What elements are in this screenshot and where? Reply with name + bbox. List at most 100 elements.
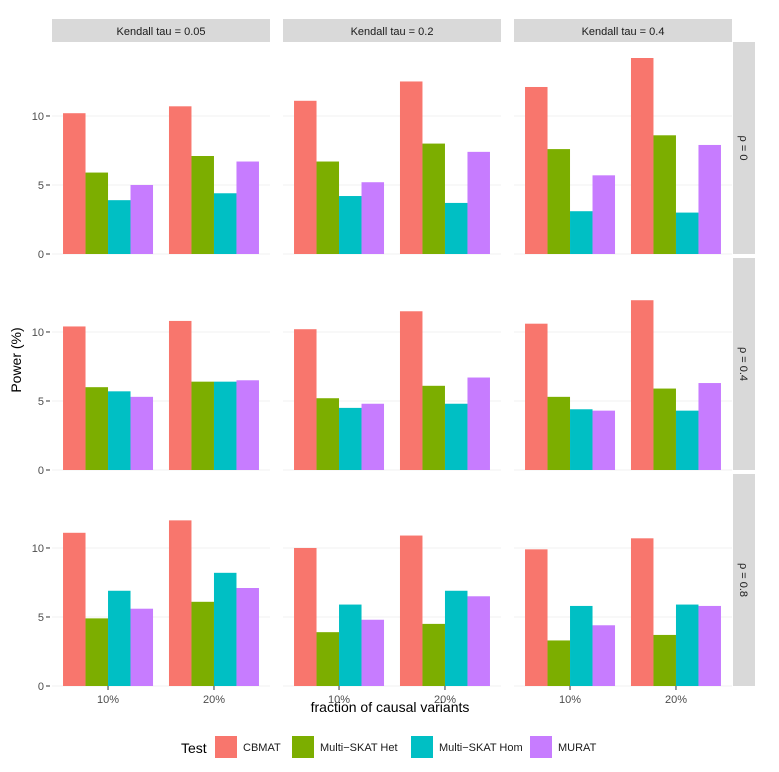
bar-cbmat-20pct [168, 320, 192, 470]
bar-murat-20pct [698, 144, 721, 254]
bar-murat-10pct [592, 410, 616, 470]
y-tick-label: 5 [38, 396, 44, 408]
bar-murat-10pct [592, 625, 616, 686]
bar-murat-10pct [130, 396, 154, 470]
bar-multi-skat-hom-20pct [675, 410, 699, 470]
x-tick-label: 20% [203, 694, 225, 706]
bar-multi-skat-hom-20pct [213, 572, 237, 686]
bar-multi-skat-hom-10pct [570, 211, 593, 254]
bar-multi-skat-hom-20pct [213, 193, 237, 254]
bar-multi-skat-hom-20pct [675, 212, 699, 254]
bar-multi-skat-hom-10pct [108, 391, 131, 470]
legend-label: Multi−SKAT Het [320, 742, 398, 754]
column-strip-label: Kendall tau = 0.05 [117, 26, 206, 38]
y-tick-label: 10 [32, 327, 44, 339]
bar-murat-20pct [467, 151, 490, 254]
row-strip-label: ρ = 0.8 [737, 563, 749, 597]
y-tick-label: 10 [32, 111, 44, 123]
bar-cbmat-10pct [525, 549, 548, 686]
x-tick-label: 20% [665, 694, 687, 706]
bar-multi-skat-het-20pct [422, 385, 445, 470]
y-tick-label: 0 [38, 465, 44, 477]
bar-murat-10pct [361, 403, 385, 470]
bar-multi-skat-het-10pct [85, 172, 109, 254]
bar-multi-skat-hom-10pct [108, 590, 131, 686]
bar-multi-skat-het-10pct [316, 161, 340, 254]
bar-cbmat-10pct [63, 532, 86, 686]
legend-label: MURAT [558, 742, 597, 754]
bar-multi-skat-hom-20pct [213, 381, 237, 470]
y-tick-label: 0 [38, 249, 44, 261]
bar-multi-skat-het-10pct [547, 149, 571, 254]
bar-multi-skat-hom-10pct [570, 409, 593, 470]
bar-multi-skat-het-20pct [422, 143, 445, 254]
bar-multi-skat-het-20pct [653, 388, 676, 470]
bar-murat-20pct [467, 377, 490, 470]
bar-multi-skat-het-20pct [422, 623, 445, 686]
bar-cbmat-10pct [294, 100, 317, 255]
row-strip [733, 42, 755, 254]
bar-murat-20pct [236, 380, 259, 470]
bar-multi-skat-hom-20pct [444, 202, 468, 254]
bar-multi-skat-het-20pct [191, 601, 214, 686]
bar-multi-skat-hom-10pct [570, 605, 593, 686]
y-tick-label: 0 [38, 681, 44, 693]
bar-murat-10pct [361, 182, 385, 254]
bar-murat-20pct [236, 161, 259, 254]
bar-multi-skat-hom-10pct [339, 407, 362, 470]
bar-cbmat-20pct [630, 300, 654, 470]
bar-multi-skat-hom-10pct [108, 200, 131, 254]
y-axis-title: Power (%) [8, 327, 24, 392]
column-strip-label: Kendall tau = 0.2 [351, 26, 434, 38]
y-tick-label: 5 [38, 180, 44, 192]
bar-multi-skat-hom-10pct [339, 604, 362, 686]
bar-multi-skat-het-20pct [191, 156, 214, 254]
bar-cbmat-20pct [630, 58, 654, 254]
bar-multi-skat-hom-20pct [675, 604, 699, 686]
bar-multi-skat-hom-20pct [444, 590, 468, 686]
bar-cbmat-20pct [630, 538, 654, 686]
bar-cbmat-10pct [63, 113, 86, 254]
x-tick-label: 10% [559, 694, 581, 706]
legend-swatch [215, 736, 237, 758]
row-strip-label: ρ = 0 [737, 136, 749, 161]
bar-multi-skat-het-10pct [547, 640, 571, 686]
bar-cbmat-10pct [63, 326, 86, 470]
row-strip-label: ρ = 0.4 [737, 347, 749, 381]
bar-murat-10pct [130, 184, 154, 254]
bar-cbmat-10pct [525, 323, 548, 470]
bar-multi-skat-het-10pct [316, 398, 340, 470]
column-strip [52, 19, 270, 42]
legend-swatch [530, 736, 552, 758]
bar-murat-10pct [130, 608, 154, 686]
bar-murat-20pct [698, 383, 721, 470]
bar-murat-20pct [698, 605, 721, 686]
bar-murat-10pct [361, 619, 385, 686]
legend-swatch [292, 736, 314, 758]
legend-label: Multi−SKAT Hom [439, 742, 523, 754]
bar-cbmat-20pct [399, 81, 423, 255]
legend-swatch [411, 736, 433, 758]
bar-multi-skat-het-10pct [316, 632, 340, 686]
bar-multi-skat-hom-10pct [339, 196, 362, 254]
bar-murat-20pct [236, 588, 259, 686]
bar-murat-10pct [592, 175, 616, 254]
column-strip-label: Kendall tau = 0.4 [582, 26, 665, 38]
bar-cbmat-20pct [399, 311, 423, 470]
x-tick-label: 10% [97, 694, 119, 706]
legend-label: CBMAT [243, 742, 281, 754]
bar-cbmat-10pct [294, 547, 317, 686]
bar-cbmat-20pct [399, 535, 423, 686]
bar-cbmat-20pct [168, 520, 192, 686]
y-tick-label: 10 [32, 543, 44, 555]
x-tick-label: 20% [434, 694, 456, 706]
bar-multi-skat-hom-20pct [444, 403, 468, 470]
bar-multi-skat-het-20pct [191, 381, 214, 470]
y-tick-label: 5 [38, 612, 44, 624]
bar-multi-skat-het-10pct [547, 396, 571, 470]
column-strip [514, 19, 732, 42]
row-strip [733, 474, 755, 686]
bar-cbmat-10pct [294, 329, 317, 470]
row-strip [733, 258, 755, 470]
